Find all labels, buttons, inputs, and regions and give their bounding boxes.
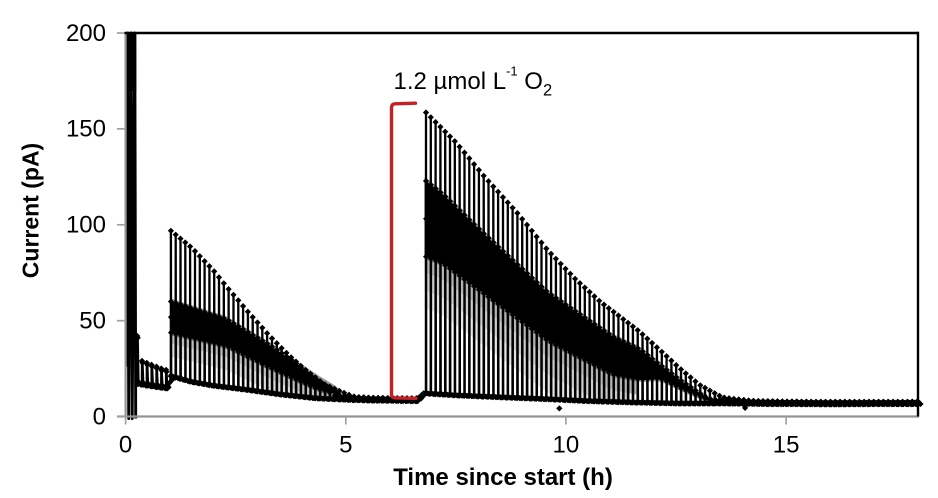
svg-text:10: 10	[553, 432, 580, 459]
svg-text:5: 5	[339, 432, 352, 459]
svg-text:1.2 µmol L-1 O2: 1.2 µmol L-1 O2	[394, 64, 553, 100]
svg-text:15: 15	[773, 432, 800, 459]
svg-text:Current (pA): Current (pA)	[18, 143, 44, 278]
svg-text:50: 50	[79, 308, 106, 335]
svg-text:100: 100	[66, 212, 106, 239]
svg-text:150: 150	[66, 116, 106, 143]
svg-text:0: 0	[93, 403, 106, 430]
svg-text:200: 200	[66, 20, 106, 47]
svg-text:0: 0	[119, 432, 132, 459]
svg-text:Time since start (h): Time since start (h)	[393, 464, 613, 491]
